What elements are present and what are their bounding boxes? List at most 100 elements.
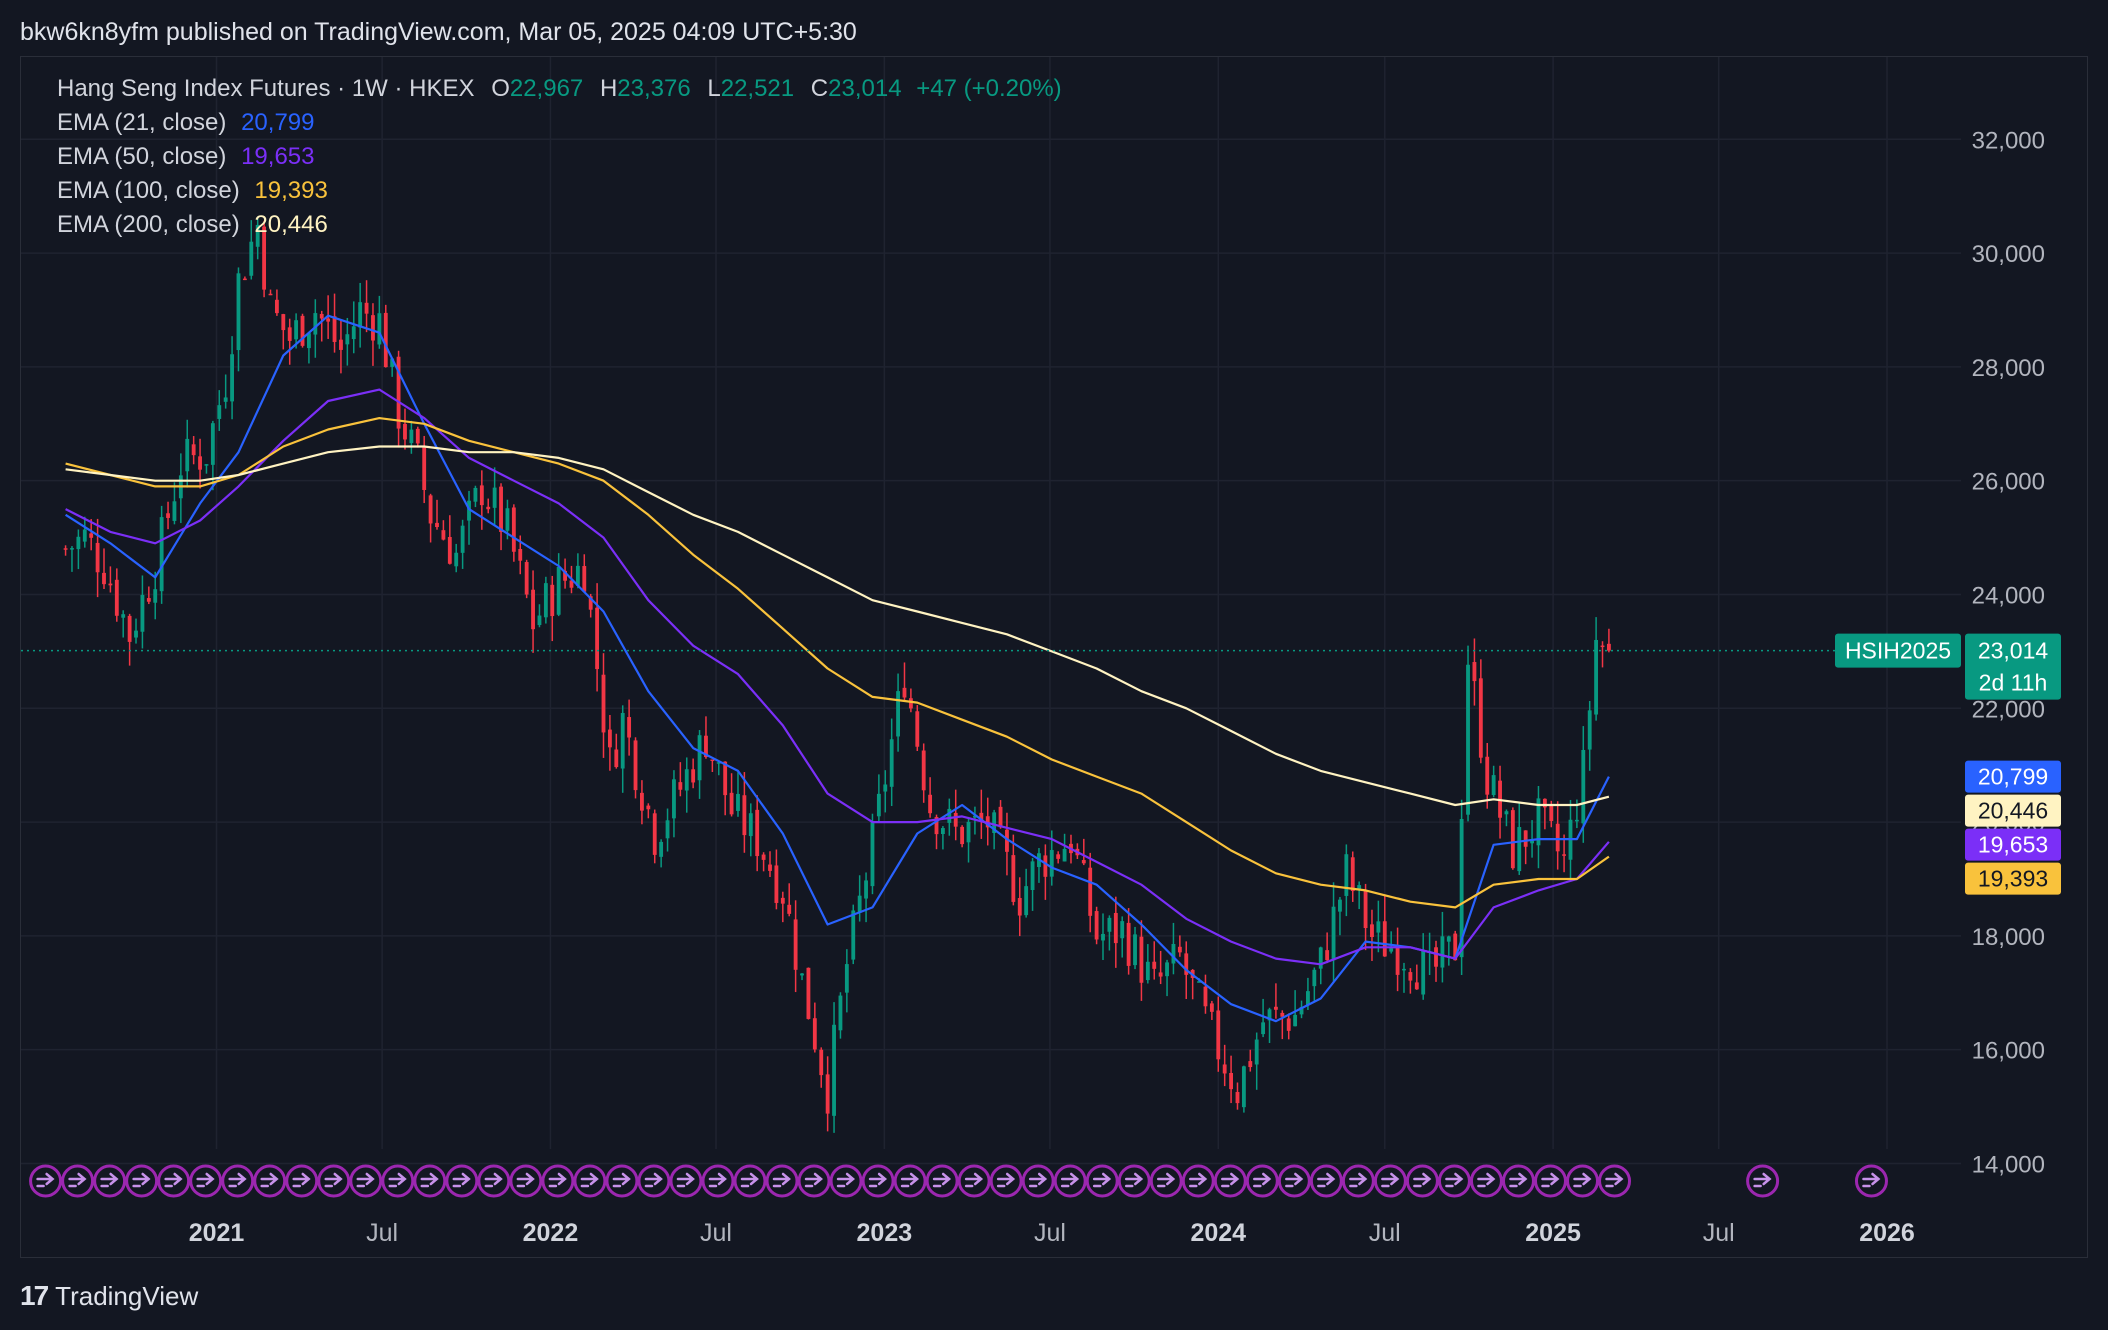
candle-body: [569, 580, 574, 588]
event-icon[interactable]: [285, 1164, 319, 1198]
event-icon[interactable]: [829, 1164, 863, 1198]
candle-down: [1203, 974, 1208, 1014]
event-icon[interactable]: [1437, 1164, 1471, 1198]
event-icon[interactable]: [1566, 1164, 1600, 1198]
candle-body: [1139, 936, 1144, 983]
event-icon[interactable]: [1533, 1164, 1567, 1198]
event-icon[interactable]: [253, 1164, 287, 1198]
candle-down: [819, 1047, 824, 1088]
event-icon[interactable]: [701, 1164, 735, 1198]
candle-body: [326, 318, 331, 322]
event-icon[interactable]: [189, 1164, 223, 1198]
event-icon[interactable]: [893, 1164, 927, 1198]
candle-body: [614, 749, 619, 768]
candle-up: [684, 757, 689, 813]
event-icon[interactable]: [93, 1164, 127, 1198]
candle-up: [1517, 802, 1522, 875]
event-icon[interactable]: [1277, 1164, 1311, 1198]
candle-body: [1062, 848, 1067, 862]
candle-body: [607, 729, 612, 748]
candle-down: [242, 276, 247, 281]
event-icon[interactable]: [1405, 1164, 1439, 1198]
event-icon-ring: [989, 1164, 1023, 1198]
event-icon[interactable]: [797, 1164, 831, 1198]
price-tag: 23,014 2d 11h: [1965, 633, 2061, 700]
event-icon[interactable]: [1021, 1164, 1055, 1198]
event-icon[interactable]: [1746, 1164, 1780, 1198]
event-icon[interactable]: [1501, 1164, 1535, 1198]
event-icon[interactable]: [125, 1164, 159, 1198]
candle-down: [339, 319, 343, 374]
chart-canvas[interactable]: 14,00016,00018,00020,00022,00024,00026,0…: [21, 57, 2087, 1257]
event-icon[interactable]: [221, 1164, 255, 1198]
candle-body: [684, 769, 689, 791]
candle-up: [844, 949, 849, 1013]
event-icon[interactable]: [157, 1164, 191, 1198]
event-icon[interactable]: [317, 1164, 351, 1198]
event-icon[interactable]: [381, 1164, 415, 1198]
event-icon[interactable]: [1309, 1164, 1343, 1198]
candle-up: [1491, 765, 1496, 798]
event-icon-ring: [925, 1164, 959, 1198]
candle-body: [768, 864, 772, 871]
event-icon[interactable]: [925, 1164, 959, 1198]
event-icon[interactable]: [445, 1164, 479, 1198]
candle-down: [979, 789, 984, 839]
candle-body: [915, 711, 920, 747]
candle-body: [1542, 798, 1547, 808]
event-icon[interactable]: [1181, 1164, 1215, 1198]
candle-down: [595, 583, 600, 692]
candle-body: [1107, 917, 1112, 932]
event-icon[interactable]: [509, 1164, 543, 1198]
event-icon[interactable]: [733, 1164, 767, 1198]
candle-body: [1478, 678, 1483, 758]
event-icon[interactable]: [1149, 1164, 1183, 1198]
event-icon[interactable]: [1085, 1164, 1119, 1198]
event-icon[interactable]: [413, 1164, 447, 1198]
event-icon[interactable]: [861, 1164, 895, 1198]
event-icon[interactable]: [605, 1164, 639, 1198]
tradingview-logo[interactable]: 17 TradingView: [20, 1278, 198, 1314]
candle-down: [268, 289, 273, 296]
event-icon-ring: [765, 1164, 799, 1198]
event-icon[interactable]: [1341, 1164, 1375, 1198]
event-icon-ring: [317, 1164, 351, 1198]
candle-body: [486, 506, 491, 510]
event-icon[interactable]: [61, 1164, 95, 1198]
legend-ema-100-label: EMA (100, close): [57, 177, 240, 204]
event-icon[interactable]: [669, 1164, 703, 1198]
event-icon[interactable]: [29, 1164, 63, 1198]
candle-body: [409, 429, 414, 444]
event-icon[interactable]: [1373, 1164, 1407, 1198]
candle-body: [236, 273, 241, 351]
event-icon[interactable]: [1213, 1164, 1247, 1198]
event-icon[interactable]: [541, 1164, 575, 1198]
event-icon[interactable]: [349, 1164, 383, 1198]
ema-tag-bg: [1965, 862, 2061, 895]
event-icon[interactable]: [1854, 1164, 1888, 1198]
event-icon[interactable]: [1598, 1164, 1632, 1198]
event-icon[interactable]: [1245, 1164, 1279, 1198]
candle-up: [1389, 931, 1394, 954]
event-icon[interactable]: [1469, 1164, 1503, 1198]
chart-frame[interactable]: 14,00016,00018,00020,00022,00024,00026,0…: [20, 56, 2088, 1258]
event-icon[interactable]: [1117, 1164, 1151, 1198]
candle-body: [499, 486, 503, 532]
x-tick-label: 2025: [1525, 1219, 1581, 1247]
candle-body: [1414, 982, 1419, 990]
candle-up: [76, 529, 81, 570]
candle-up: [1241, 1065, 1246, 1113]
event-icon[interactable]: [765, 1164, 799, 1198]
event-icon[interactable]: [1053, 1164, 1087, 1198]
event-icon-arrow: [964, 1172, 984, 1188]
event-icon[interactable]: [573, 1164, 607, 1198]
event-icon[interactable]: [989, 1164, 1023, 1198]
event-icon-ring: [1854, 1164, 1888, 1198]
legend-ema-50-label: EMA (50, close): [57, 143, 227, 170]
legend-open-label: O: [491, 75, 510, 102]
event-icon[interactable]: [957, 1164, 991, 1198]
ema-tag-bg: [1965, 828, 2061, 861]
event-icon-arrow: [996, 1172, 1016, 1188]
event-icon[interactable]: [637, 1164, 671, 1198]
event-icon[interactable]: [477, 1164, 511, 1198]
